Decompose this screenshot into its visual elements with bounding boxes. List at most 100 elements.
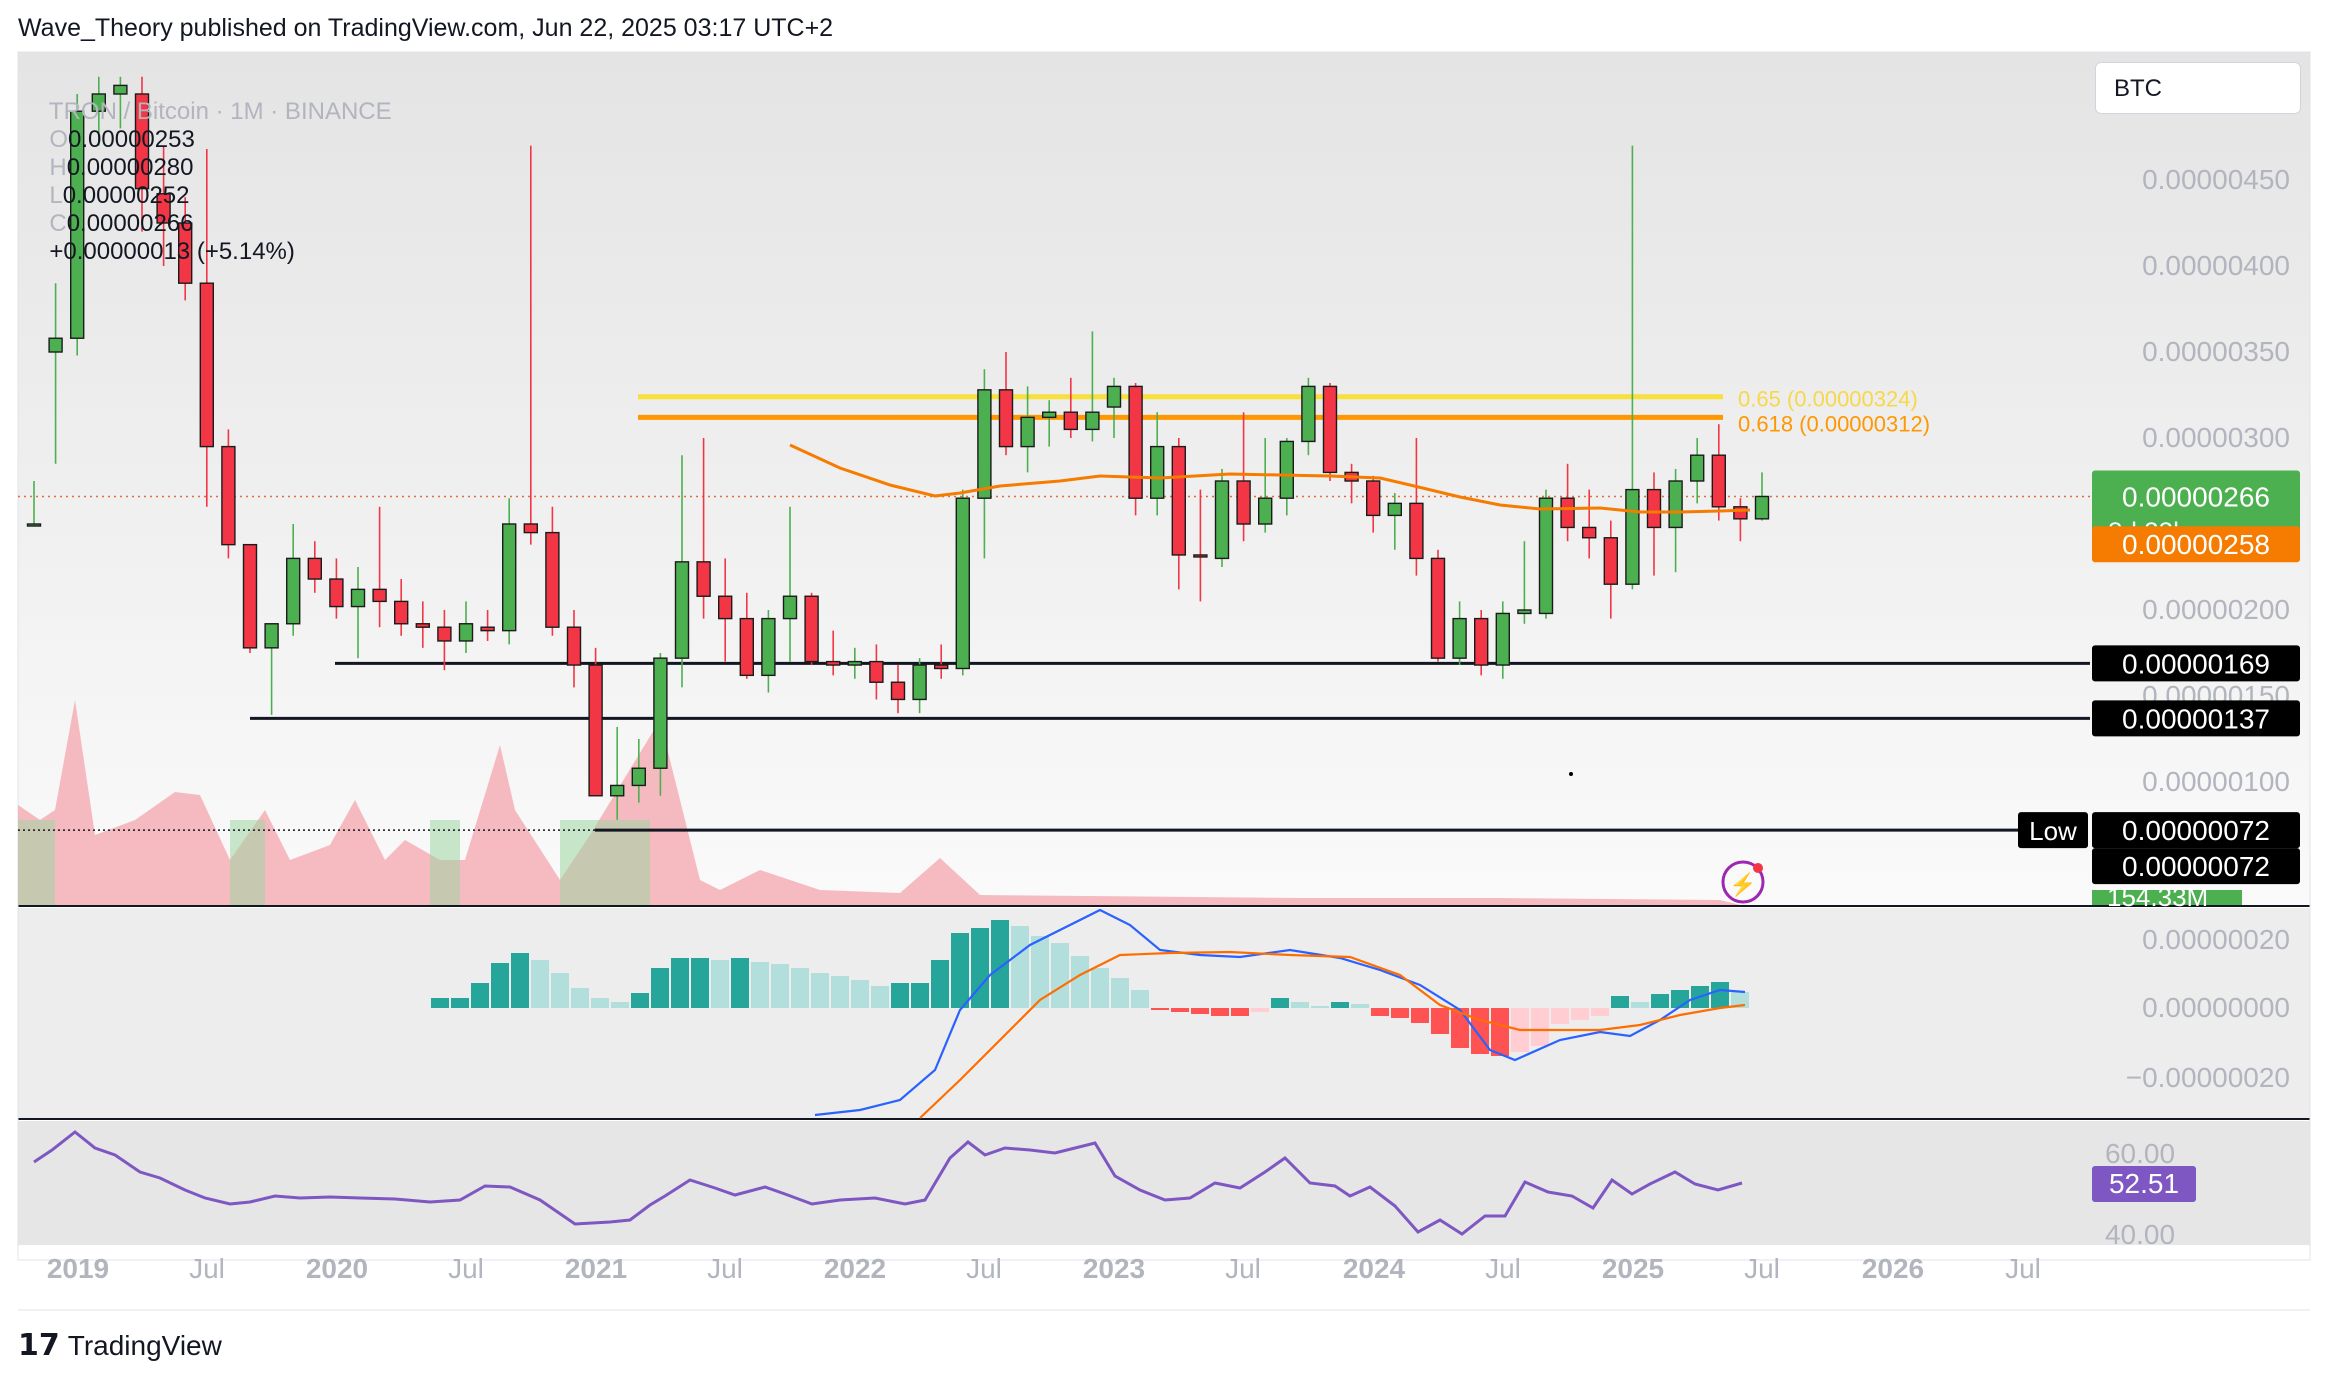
time-axis-tick: Jul [1225,1253,1261,1284]
volume-area [18,700,1740,905]
low-value: 0.00000252 [62,182,190,209]
candle-body [1452,617,1467,659]
macd-histogram-bar [431,998,449,1008]
rsi-pane-bg [18,1121,2310,1245]
rsi-axis-tick: 60.00 [2105,1138,2175,1169]
macd-histogram-bar [1031,936,1049,1008]
candle-body [1754,495,1770,520]
candle-body [1279,440,1295,499]
macd-histogram-bar [1311,1006,1329,1008]
high-label: H [49,154,67,181]
candle-body [1689,454,1705,482]
candle-body [415,623,430,628]
macd-histogram-bar [1291,1002,1309,1008]
candle-body [998,389,1014,448]
macd-histogram-bar [471,983,489,1008]
candle-body [113,84,128,95]
candle-body [1473,617,1489,666]
candle-body [1041,411,1057,419]
macd-histogram-bar [1131,990,1149,1008]
candle-body [1517,609,1532,615]
macd-line [814,908,1746,1117]
volume-tag: 154.33M [2107,882,2208,912]
macd-histogram-bar [1591,1008,1609,1016]
macd-axis-tick: 0.00000020 [2142,924,2290,955]
macd-histogram-bar [491,963,509,1008]
close-label: C [49,210,67,237]
time-axis-tick: Jul [707,1253,743,1284]
macd-histogram-bar [1391,1008,1409,1018]
candle-body [566,626,582,666]
ohlc-legend: TRON / Bitcoin · 1M · BINANCE O0.0000025… [36,70,392,266]
macd-axis-tick: −0.00000020 [2126,1062,2290,1093]
candle-body [782,595,798,620]
price-axis-tick: 0.00000350 [2142,336,2290,367]
price-axis-tick: 0.00000400 [2142,250,2290,281]
macd-histogram-bar [1551,1008,1569,1024]
candle-body [91,93,107,112]
candle-body [307,557,322,580]
marker-dot [1569,772,1573,776]
ma-price-tag-bg [2092,526,2300,563]
candle-body [1063,411,1079,431]
candle-body [329,578,344,608]
macd-histogram-bar [1331,1002,1349,1008]
macd-histogram-bar [951,933,969,1008]
time-axis-tick: 2026 [1862,1253,1924,1284]
candle-body [1581,526,1597,539]
macd-histogram-bar [1351,1004,1369,1008]
macd-histogram-bar [831,976,849,1008]
macd-histogram-bar [1171,1008,1189,1012]
candle-body [934,664,949,670]
fib-065-label: 0.65 (0.00000324) [1738,387,1918,412]
rsi-line [33,1130,1743,1236]
candle-body [804,595,819,663]
candle-body [69,110,85,339]
macd-histogram-bar [711,960,729,1008]
low-price-tag: 0.00000072 [2122,815,2270,846]
low-tag-bg [2018,812,2088,849]
rsi-value-tag: 52.51 [2109,1168,2179,1199]
candle-body [1625,488,1640,585]
time-axis-tick: 2025 [1602,1253,1664,1284]
candle-body [264,623,279,649]
candle-body [1733,506,1748,520]
lightning-glyph: ⚡ [1729,872,1756,898]
candle-body [394,600,409,625]
candle-body [350,588,366,608]
macd-histogram-bar [1251,1008,1269,1012]
macd-histogram-bar [1711,982,1729,1008]
candle-body [1236,480,1251,525]
candle-body [1365,480,1381,517]
candle-body [1409,502,1424,560]
candle-body [458,623,474,642]
close-value: 0.00000266 [66,210,194,237]
candle-body [1149,445,1165,499]
change-value: +0.00000013 (+5.14%) [49,238,295,265]
currency-selector[interactable]: BTC [2095,62,2301,114]
tradingview-logo[interactable]: 𝟭𝟳 TradingView [18,1328,222,1363]
macd-histogram-bar [1231,1008,1249,1016]
tradingview-logo-icon: 𝟭𝟳 [18,1329,60,1362]
symbol-label[interactable]: TRON / Bitcoin · 1M · BINANCE [48,98,392,125]
macd-histogram-bar [1531,1008,1549,1046]
candle-body [1193,554,1208,558]
chart-frame [17,51,2311,1261]
time-axis-tick: 2024 [1343,1253,1406,1284]
time-axis-tick: Jul [2005,1253,2041,1284]
candle-body [1387,502,1403,517]
macd-histogram-bar [931,960,949,1008]
macd-histogram-bar [871,986,889,1008]
macd-histogram-bar [1051,943,1069,1008]
candle-body [631,767,646,787]
macd-pane-bg [18,908,2310,1118]
candle-body [199,282,215,448]
candle-body [523,523,538,534]
macd-histogram-bar [1631,1002,1649,1008]
macd-histogram-bar [1611,996,1629,1008]
rsi-value-tag-bg [2092,1166,2196,1202]
candle-body [869,660,884,683]
candle-body [890,681,906,701]
candle-body [134,93,150,190]
